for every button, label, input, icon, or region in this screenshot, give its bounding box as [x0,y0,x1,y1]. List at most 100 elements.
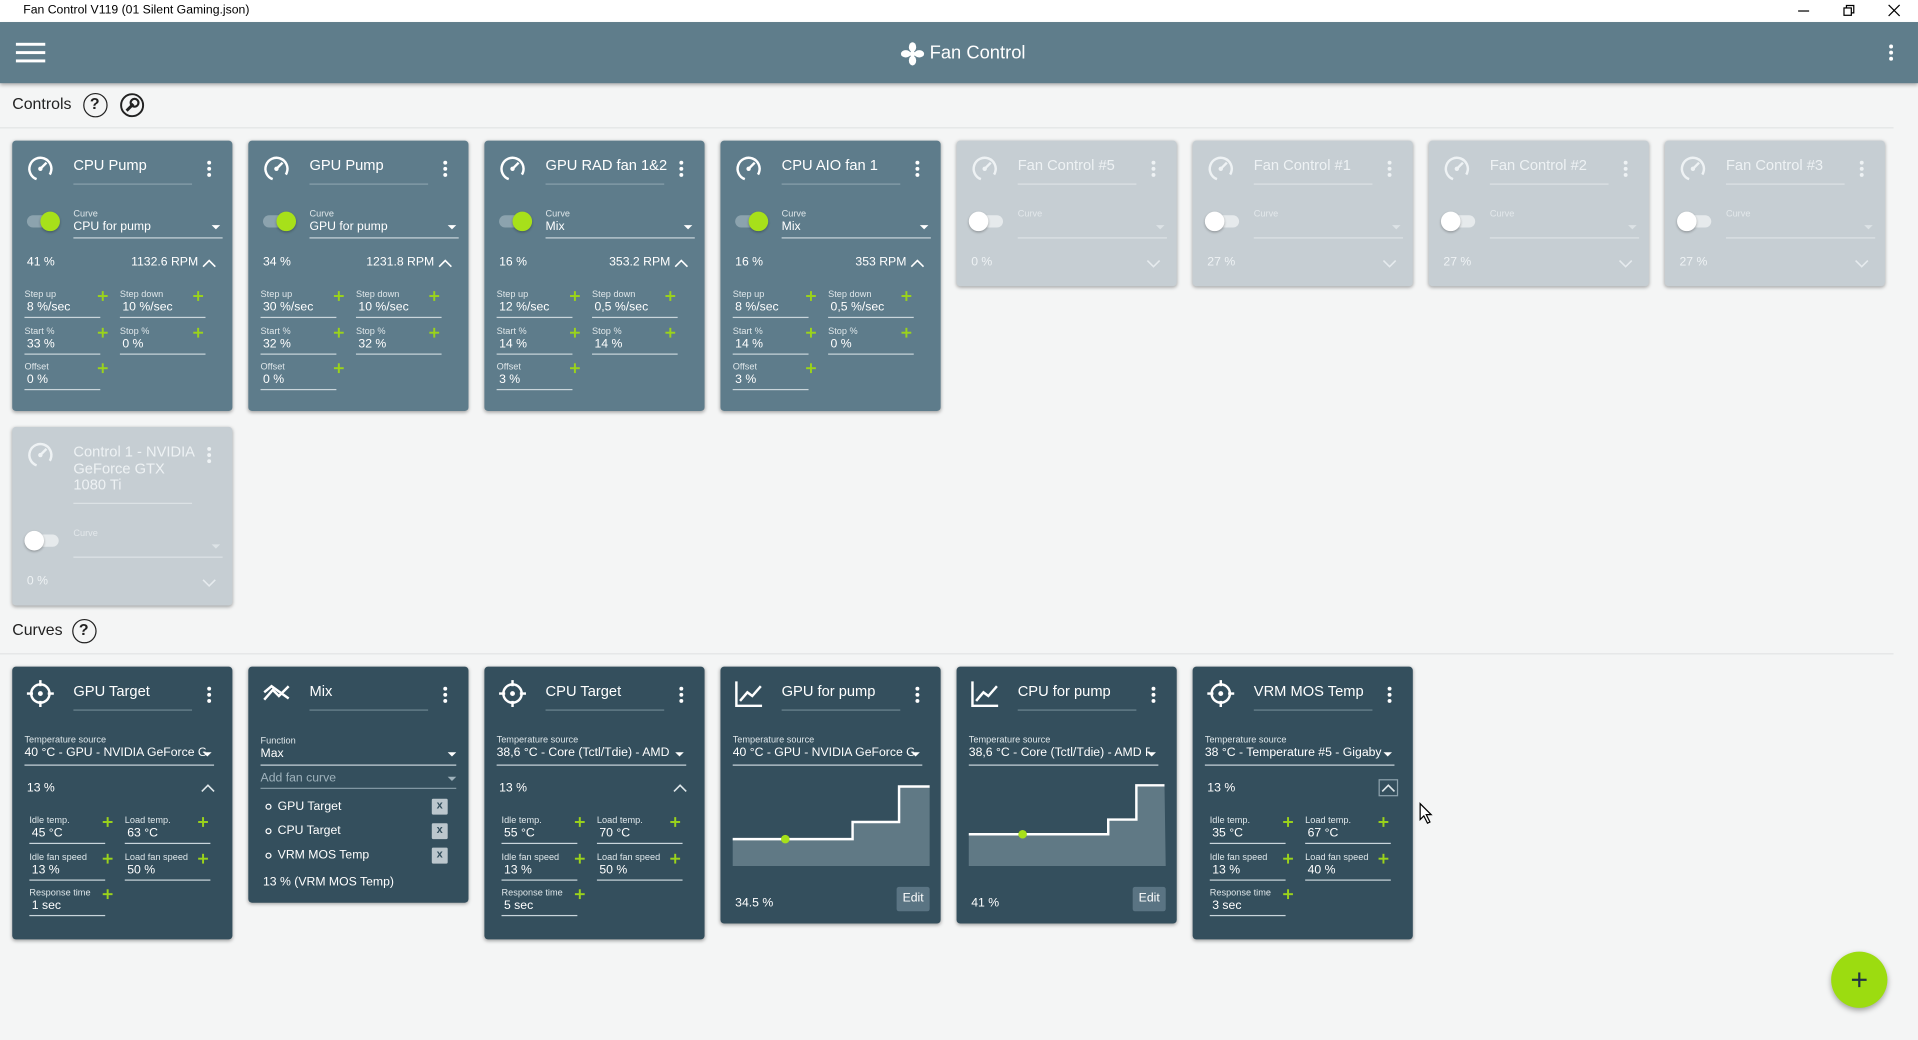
field-value[interactable]: 50 % [127,862,156,877]
curve-name[interactable]: GPU for pump [781,682,876,700]
control-name[interactable]: Fan Control #3 [1725,156,1824,174]
increment-button[interactable] [102,889,113,900]
expand-button[interactable] [674,259,689,268]
curve-value[interactable]: GPU for pump [309,220,388,234]
source-dropdown[interactable] [1147,752,1156,757]
field-value[interactable]: 33 % [26,336,55,351]
field-value[interactable]: 13 % [503,862,532,877]
control-name[interactable]: GPU Pump [309,156,384,174]
curve-dropdown[interactable] [447,225,457,230]
expand-button[interactable] [1855,259,1869,268]
expand-button[interactable] [202,259,216,268]
field-value[interactable]: 3 % [499,373,521,387]
control-menu-button[interactable] [443,160,448,177]
control-name[interactable]: Control 1 - NVIDIA GeForce GTX 1080 Ti [73,442,195,493]
increment-button[interactable] [670,853,681,863]
increment-button[interactable] [102,817,113,827]
control-name[interactable]: CPU AIO fan 1 [781,156,878,174]
field-value[interactable]: 0 % [830,336,852,351]
function-dropdown[interactable] [447,752,457,757]
field-value[interactable]: 3 % [735,373,757,387]
field-value[interactable]: 8 %/sec [735,300,779,315]
enable-toggle[interactable] [1440,211,1476,232]
increment-button[interactable] [333,363,344,374]
remove-button[interactable]: x [431,823,448,840]
curve-menu-button[interactable] [915,686,920,703]
increment-button[interactable] [333,327,344,337]
field-value[interactable]: 5 sec [503,899,534,913]
curve-dropdown[interactable] [1392,225,1401,230]
control-menu-button[interactable] [915,160,920,177]
increment-button[interactable] [570,291,580,301]
source-dropdown[interactable] [1383,752,1393,757]
increment-button[interactable] [429,291,440,301]
enable-toggle[interactable] [1204,211,1240,232]
function-value[interactable]: Max [260,747,284,761]
remove-button[interactable]: x [431,798,448,815]
enable-toggle[interactable] [968,211,1004,232]
increment-button[interactable] [574,889,585,900]
source-value[interactable]: 40 °C - GPU - NVIDIA GeForce G [24,746,206,760]
increment-button[interactable] [806,363,816,374]
expand-button[interactable] [1618,259,1633,268]
field-value[interactable]: 30 %/sec [262,300,314,315]
control-menu-button[interactable] [207,446,212,464]
field-value[interactable]: 3 sec [1212,899,1242,913]
settings-button[interactable] [120,93,145,118]
menu-button[interactable] [15,42,46,63]
curve-menu-button[interactable] [207,686,212,703]
control-menu-button[interactable] [1859,160,1864,177]
field-value[interactable]: 67 °C [1307,826,1339,841]
field-value[interactable]: 14 % [594,336,623,351]
increment-button[interactable] [97,327,108,337]
increment-button[interactable] [806,291,816,301]
remove-button[interactable]: x [431,847,448,864]
curve-menu-button[interactable] [1387,686,1392,703]
expand-button[interactable] [1381,784,1396,793]
enable-toggle[interactable] [499,211,533,232]
increment-button[interactable] [1283,817,1293,827]
curve-value[interactable]: Mix [781,220,801,234]
increment-button[interactable] [670,817,681,827]
field-value[interactable]: 40 % [1307,862,1336,877]
curve-name[interactable]: GPU Target [73,682,150,700]
increment-button[interactable] [1378,817,1389,827]
control-menu-button[interactable] [679,160,684,177]
edit-button[interactable]: Edit [896,886,930,912]
curve-name[interactable]: Mix [309,682,333,700]
add-curve[interactable]: Add fan curve [260,771,337,786]
field-value[interactable]: 55 °C [503,826,535,841]
control-menu-button[interactable] [1151,160,1156,177]
enable-toggle[interactable] [262,211,297,232]
curve-dropdown[interactable] [1864,225,1873,230]
increment-button[interactable] [1283,889,1293,900]
curve-menu-button[interactable] [679,686,684,703]
increment-button[interactable] [665,291,676,301]
field-value[interactable]: 32 % [358,336,387,351]
increment-button[interactable] [570,363,580,374]
source-dropdown[interactable] [203,752,212,757]
field-value[interactable]: 0,5 %/sec [830,300,885,315]
close-button[interactable] [1888,4,1901,17]
curve-name[interactable]: VRM MOS Temp [1253,682,1364,700]
curve-value[interactable]: Mix [545,220,565,234]
increment-button[interactable] [97,363,108,374]
curve-dropdown[interactable] [683,225,693,230]
field-value[interactable]: 63 °C [127,826,158,841]
increment-button[interactable] [97,291,108,301]
control-menu-button[interactable] [1387,160,1392,177]
control-menu-button[interactable] [1623,160,1628,177]
expand-button[interactable] [438,259,452,268]
enable-toggle[interactable] [1677,211,1712,232]
increment-button[interactable] [193,327,204,337]
expand-button[interactable] [202,579,216,588]
increment-button[interactable] [574,853,585,863]
source-dropdown[interactable] [675,752,684,757]
source-dropdown[interactable] [911,752,920,757]
field-value[interactable]: 14 % [735,336,764,351]
field-value[interactable]: 12 %/sec [499,300,550,315]
field-value[interactable]: 35 °C [1212,826,1243,841]
control-name[interactable]: CPU Pump [73,156,147,174]
increment-button[interactable] [901,327,912,337]
increment-button[interactable] [1283,853,1293,863]
